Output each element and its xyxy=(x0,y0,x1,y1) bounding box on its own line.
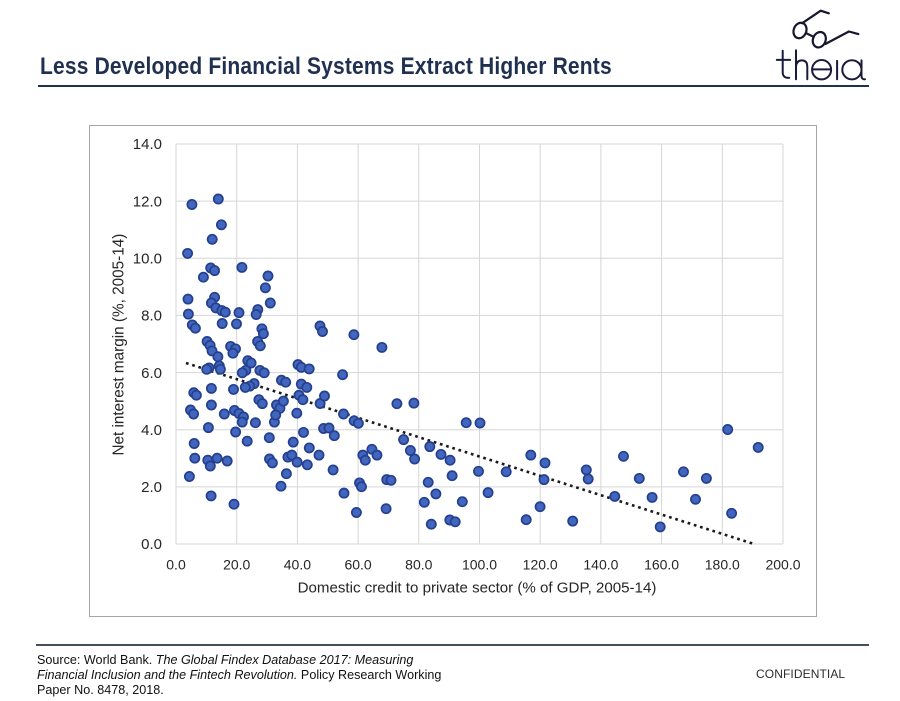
svg-text:6.0: 6.0 xyxy=(141,365,162,382)
svg-text:60.0: 60.0 xyxy=(344,556,371,572)
svg-text:180.0: 180.0 xyxy=(705,556,740,572)
svg-text:100.0: 100.0 xyxy=(462,556,497,572)
svg-text:12.0: 12.0 xyxy=(133,193,162,210)
svg-text:Net interest margin (%, 2005-1: Net interest margin (%, 2005-14) xyxy=(111,234,128,456)
svg-text:200.0: 200.0 xyxy=(765,556,800,572)
svg-text:10.0: 10.0 xyxy=(133,251,162,268)
svg-text:0.0: 0.0 xyxy=(141,536,162,553)
svg-text:4.0: 4.0 xyxy=(141,422,162,439)
svg-text:80.0: 80.0 xyxy=(405,556,432,572)
svg-text:8.0: 8.0 xyxy=(141,308,162,325)
svg-text:14.0: 14.0 xyxy=(133,136,162,153)
svg-text:120.0: 120.0 xyxy=(523,556,558,572)
svg-text:40.0: 40.0 xyxy=(284,556,311,572)
svg-text:Domestic credit to private sec: Domestic credit to private sector (% of … xyxy=(298,580,657,597)
svg-text:160.0: 160.0 xyxy=(644,556,679,572)
svg-text:2.0: 2.0 xyxy=(141,479,162,496)
svg-text:0.0: 0.0 xyxy=(166,556,186,572)
svg-text:20.0: 20.0 xyxy=(223,556,250,572)
svg-text:140.0: 140.0 xyxy=(583,556,618,572)
